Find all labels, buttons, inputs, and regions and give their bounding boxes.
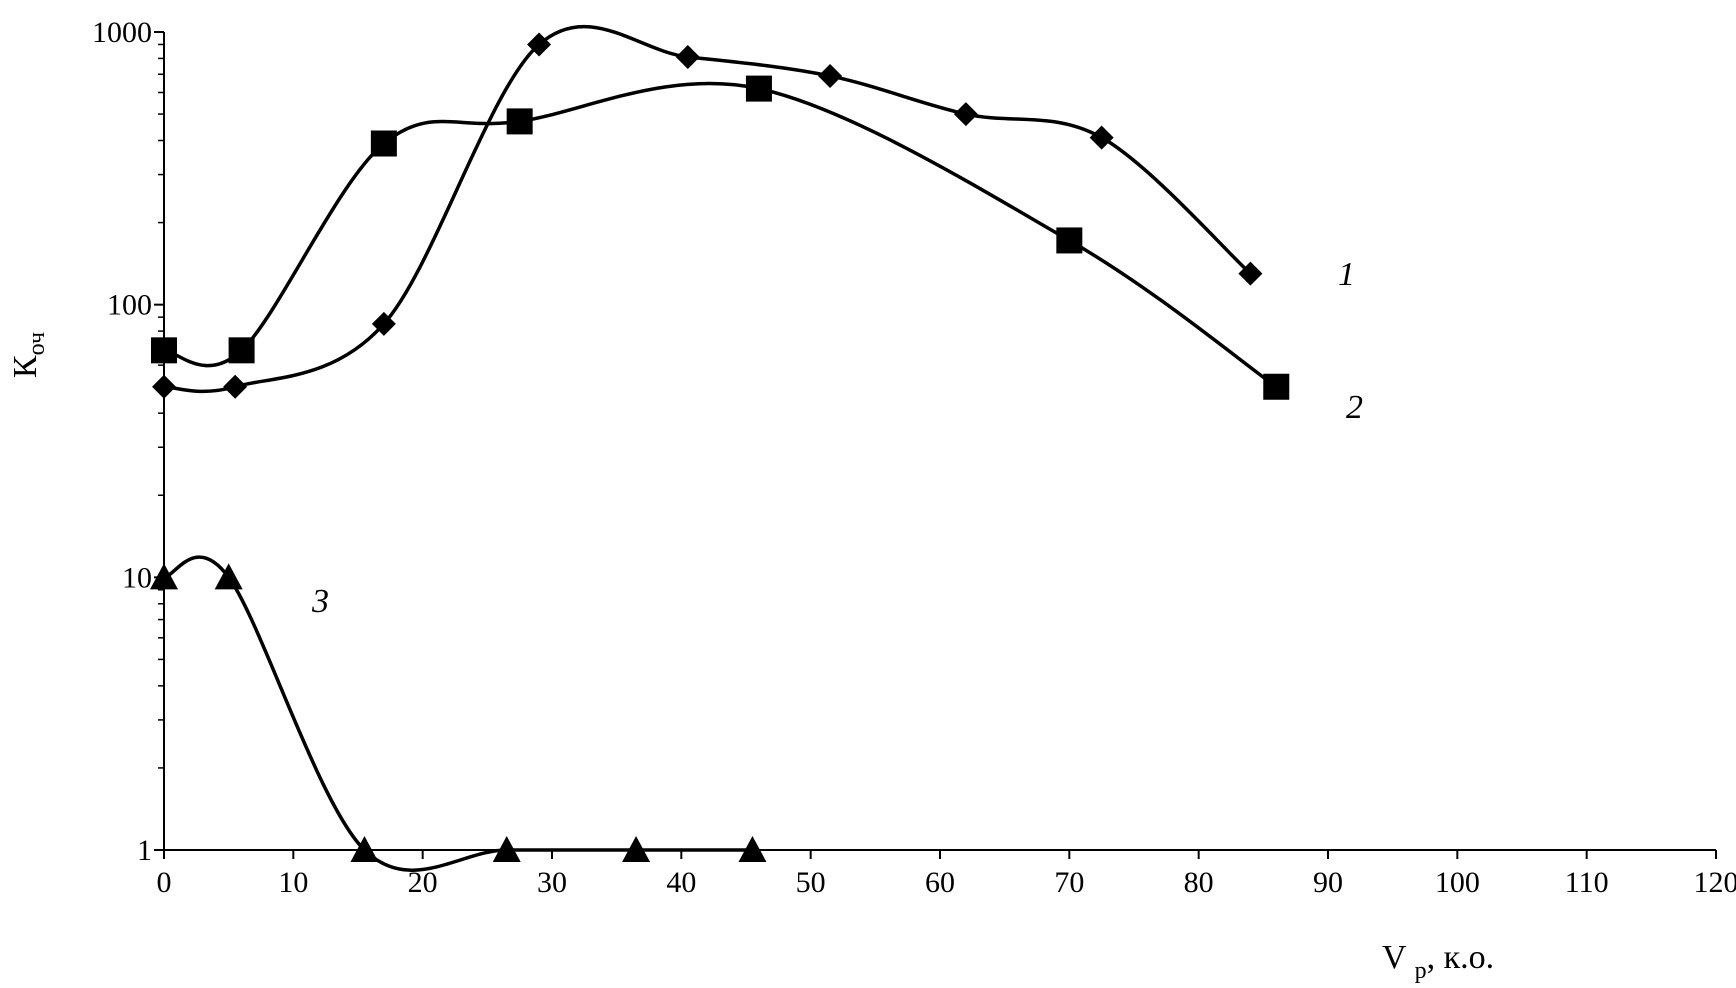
series-3-line <box>163 555 753 872</box>
series-curves <box>163 24 1278 872</box>
series-3-point <box>150 563 178 590</box>
x-tick-label: 70 <box>1054 866 1084 899</box>
series-1-point <box>371 311 396 336</box>
series-2-point <box>1263 373 1290 400</box>
series-1-point <box>1238 261 1263 286</box>
series-2-point <box>228 337 255 364</box>
x-tick-label: 120 <box>1694 866 1736 899</box>
series-3-point <box>492 836 521 862</box>
x-tick-label: 80 <box>1184 866 1214 899</box>
x-tick-label: 40 <box>666 866 696 899</box>
y-tick-label: 100 <box>107 289 152 322</box>
series-2-label: 2 <box>1346 389 1363 426</box>
series-markers <box>150 32 1290 862</box>
series-3-point <box>622 836 651 862</box>
series-2-point <box>370 130 397 157</box>
series-1-point <box>818 63 843 88</box>
series-2-line <box>163 81 1278 389</box>
series-2-point <box>745 75 772 102</box>
series-3-point <box>350 836 379 862</box>
series-1-point <box>152 374 176 399</box>
series-3-label: 3 <box>311 583 329 620</box>
series-1-line <box>163 24 1252 394</box>
x-tick-label: 110 <box>1565 866 1609 899</box>
x-tick-label: 60 <box>925 866 955 899</box>
series-1-point <box>953 102 978 127</box>
series-1-label: 1 <box>1338 256 1355 293</box>
series-3-point <box>738 836 767 862</box>
series-2-point <box>1056 227 1083 254</box>
x-tick-label: 30 <box>537 866 567 899</box>
x-tick-label: 100 <box>1435 866 1480 899</box>
series-2-point <box>151 337 177 364</box>
series-3-point <box>214 563 243 590</box>
y-tick-label: 1000 <box>92 16 152 49</box>
series-2-point <box>506 108 533 135</box>
x-tick-label: 10 <box>278 866 308 899</box>
series-1-point <box>675 44 700 69</box>
y-tick-label: 10 <box>122 561 152 594</box>
series-1-point <box>1089 125 1114 150</box>
x-tick-label: 50 <box>796 866 826 899</box>
series-labels: 1 2 3 <box>311 256 1363 620</box>
x-tick-label: 90 <box>1313 866 1343 899</box>
y-axis-title: Коч <box>7 332 50 378</box>
x-tick-label: 20 <box>408 866 438 899</box>
series-1-point <box>527 32 552 57</box>
y-tick-label: 1 <box>137 834 152 867</box>
series-1-point <box>223 374 248 399</box>
x-tick-label: 0 <box>157 866 172 899</box>
